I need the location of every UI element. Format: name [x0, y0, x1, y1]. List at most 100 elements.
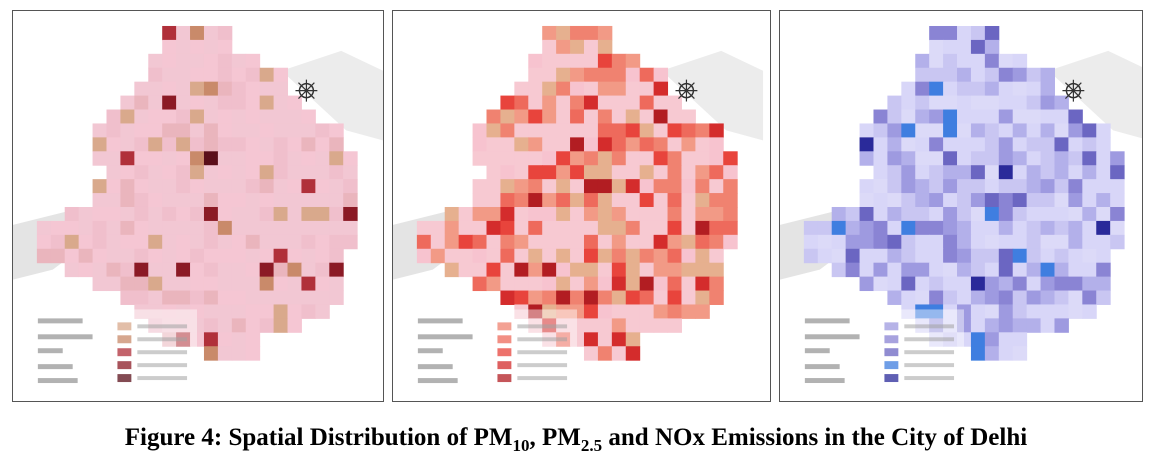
grid-cell [486, 165, 501, 180]
grid-cell [583, 332, 599, 347]
grid-cell [1068, 193, 1083, 208]
grid-cell [639, 137, 655, 152]
grid-cell [472, 248, 488, 264]
grid-cell [273, 248, 289, 264]
grid-cell [1068, 109, 1083, 124]
grid-cell [901, 165, 916, 180]
grid-cell [653, 137, 669, 152]
grid-cell [1026, 234, 1042, 250]
grid-cell [887, 193, 902, 208]
grid-cell [472, 151, 488, 166]
grid-cell [542, 206, 557, 222]
grid-cell [929, 39, 944, 55]
grid-cell [709, 290, 724, 305]
grid-cell [162, 39, 177, 55]
grid-cell [625, 206, 641, 222]
grid-cell [667, 290, 682, 305]
pm10-map-panel [12, 10, 384, 402]
grid-cell [611, 165, 627, 180]
grid-cell [259, 276, 275, 292]
grid-cell [287, 206, 302, 222]
grid-cell [472, 193, 488, 208]
grid-cell [1012, 53, 1028, 69]
map-legend [27, 309, 198, 394]
grid-cell [217, 39, 233, 55]
grid-cell [570, 151, 585, 166]
grid-cell [231, 318, 247, 333]
grid-cell [528, 123, 543, 138]
grid-cell [625, 193, 641, 208]
map-legend [794, 309, 964, 394]
grid-cell [514, 81, 529, 97]
grid-cell [542, 220, 557, 236]
grid-cell [217, 53, 233, 69]
grid-cell [162, 179, 177, 194]
grid-cell [597, 95, 613, 111]
grid-cell [681, 165, 696, 180]
grid-cell [500, 276, 515, 292]
grid-cell [1040, 151, 1055, 166]
grid-cell [273, 67, 289, 83]
grid-cell [287, 165, 302, 180]
legend-text [804, 378, 845, 384]
grid-cell [1082, 262, 1097, 278]
grid-cell [611, 67, 627, 83]
grid-cell [583, 123, 599, 138]
grid-cell [901, 137, 916, 152]
grid-cell [458, 234, 474, 250]
grid-cell [943, 248, 958, 264]
grid-cell [106, 206, 121, 222]
grid-cell [653, 165, 669, 180]
surrounding-region [1048, 50, 1142, 139]
grid-cell [984, 137, 1000, 152]
grid-cell [1054, 262, 1069, 278]
grid-cell [203, 193, 219, 208]
grid-cell [500, 248, 515, 264]
grid-cell [887, 179, 902, 194]
grid-cell [1110, 151, 1125, 166]
grid-cell [1082, 234, 1097, 250]
grid-cell [1012, 248, 1028, 264]
grid-cell [231, 123, 247, 138]
grid-cell [597, 109, 613, 124]
grid-cell [148, 234, 163, 250]
grid-cell [1082, 206, 1097, 222]
grid-cell [542, 39, 557, 55]
grid-cell [343, 179, 358, 194]
grid-cell [315, 123, 330, 138]
grid-cell [329, 206, 344, 222]
grid-cell [217, 67, 233, 83]
pm25-map [393, 25, 764, 395]
grid-cell [148, 248, 163, 264]
grid-cell [597, 290, 613, 305]
grid-cell [217, 318, 233, 333]
grid-cell [134, 95, 149, 111]
legend-swatch [497, 374, 512, 383]
grid-cell [639, 193, 655, 208]
grid-cell [611, 248, 627, 264]
grid-cell [681, 123, 696, 138]
grid-cell [998, 220, 1014, 236]
grid-cell [943, 165, 958, 180]
grid-cell [273, 318, 289, 333]
grid-cell [611, 123, 627, 138]
map-grid [36, 25, 358, 361]
grid-cell [570, 206, 585, 222]
grid-cell [929, 220, 944, 236]
grid-cell [570, 39, 585, 55]
grid-cell [625, 95, 641, 111]
grid-cell [915, 95, 930, 111]
grid-cell [542, 290, 557, 305]
grid-cell [1040, 109, 1055, 124]
grid-cell [625, 318, 641, 333]
grid-cell [709, 137, 724, 152]
grid-cell [681, 151, 696, 166]
grid-cell [315, 304, 330, 319]
grid-cell [542, 304, 557, 319]
grid-cell [915, 248, 930, 264]
grid-cell [984, 109, 1000, 124]
grid-cell [901, 81, 916, 97]
grid-cell [1026, 179, 1042, 194]
grid-cell [1096, 234, 1111, 250]
grid-cell [500, 179, 515, 194]
